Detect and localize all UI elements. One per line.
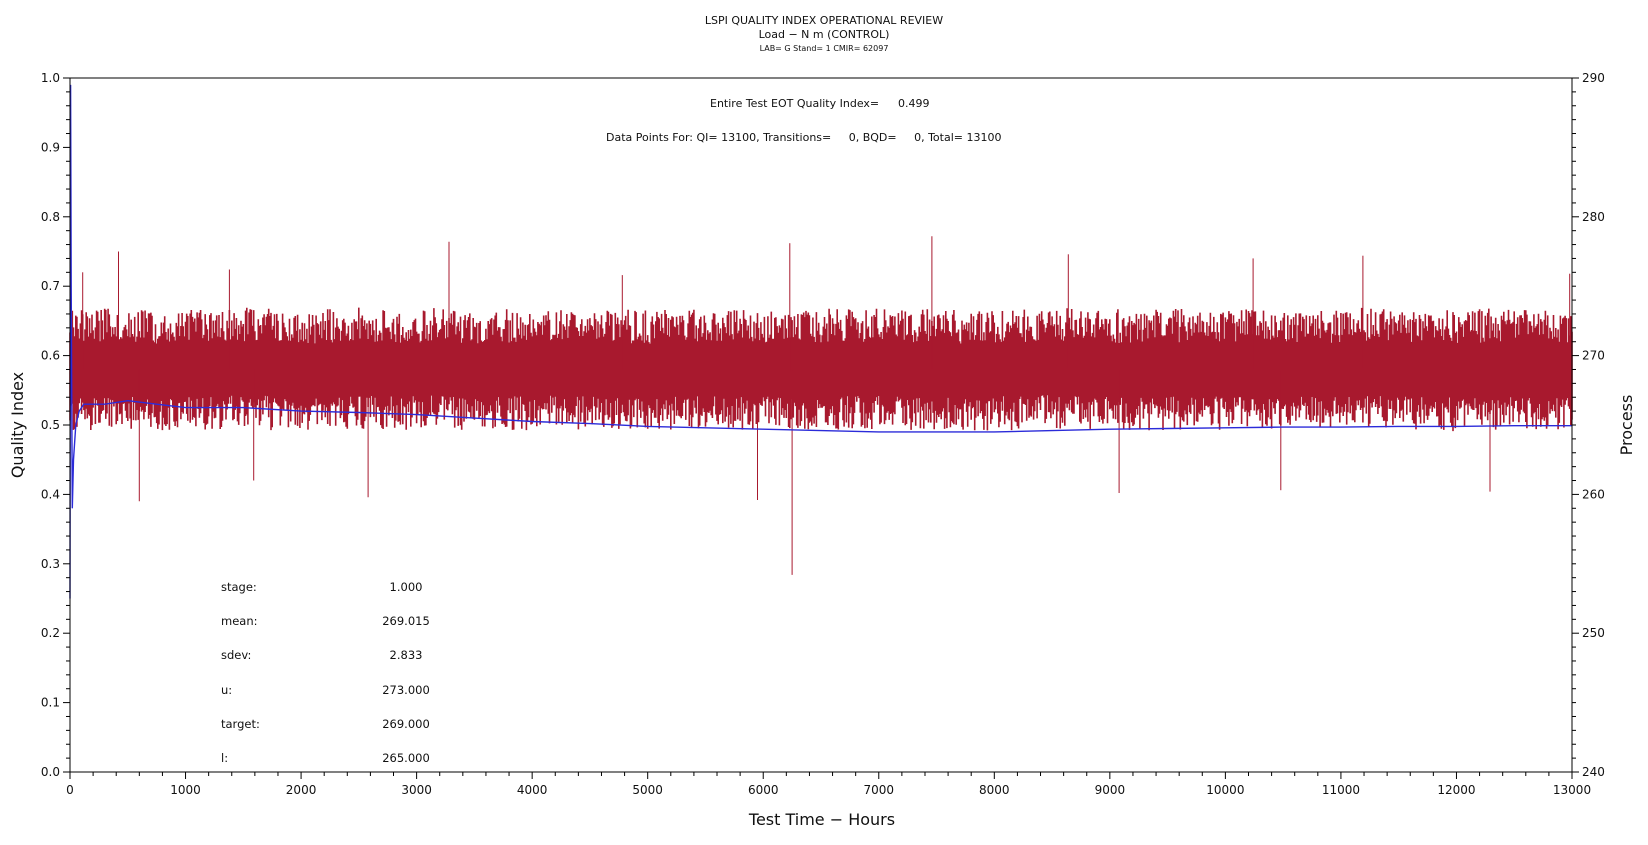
axes: 0 1000 2000 3000 4000 5000 6000 7000 8000 9000 100… [41, 71, 1605, 797]
y-right-tick-label: 280 [1582, 210, 1605, 224]
data-points-note: Data Points For: QI= 13100, Transitions=… [606, 131, 1001, 144]
chart-subsubtitle: LAB= G Stand= 1 CMIR= 62097 [760, 44, 889, 53]
x-tick-label: 10000 [1206, 783, 1244, 797]
y-left-tick-label: 0.5 [41, 418, 60, 432]
plot-area [69, 84, 1573, 599]
y-right-axis-label: Process [1617, 395, 1636, 456]
y-left-tick-label: 0.9 [41, 140, 60, 154]
x-tick-label: 2000 [286, 783, 317, 797]
y-left-axis-label: Quality Index [8, 372, 27, 478]
x-tick-label: 8000 [979, 783, 1010, 797]
stat-label-target: target: [221, 717, 260, 731]
x-tick-label: 4000 [517, 783, 548, 797]
stat-value-mean: 269.015 [382, 614, 430, 628]
stat-label-mean: mean: [221, 614, 258, 628]
annotation-block: Entire Test EOT Quality Index= 0.499 Dat… [606, 97, 1001, 144]
y-left-tick-label: 0.4 [41, 487, 60, 501]
stats-block: stage: 1.000 mean: 269.015 sdev: 2.833 u… [221, 580, 430, 765]
y-right-tick-label: 250 [1582, 626, 1605, 640]
chart-subtitle: Load − N m (CONTROL) [759, 28, 890, 41]
stat-value-u: 273.000 [382, 683, 430, 697]
y-left-tick-label: 1.0 [41, 71, 60, 85]
x-axis-label: Test Time − Hours [748, 810, 895, 829]
plot-frame [69, 77, 1573, 773]
y-left-tick-label: 0.3 [41, 557, 60, 571]
y-left-tick-label: 0.0 [41, 765, 60, 779]
title-block: LSPI QUALITY INDEX OPERATIONAL REVIEW Lo… [705, 14, 943, 53]
process-line [69, 307, 1573, 432]
x-tick-label: 11000 [1322, 783, 1360, 797]
process-series [69, 236, 1573, 575]
stat-value-stage: 1.000 [390, 580, 423, 594]
x-tick-label: 0 [66, 783, 74, 797]
x-tick-label: 5000 [632, 783, 663, 797]
y-right-tick-label: 270 [1582, 349, 1605, 363]
x-tick-label: 9000 [1095, 783, 1126, 797]
x-tick-label: 13000 [1553, 783, 1591, 797]
y-right-tick-label: 290 [1582, 71, 1605, 85]
stat-label-l: l: [221, 751, 228, 765]
stat-value-target: 269.000 [382, 717, 430, 731]
stat-value-l: 265.000 [382, 751, 430, 765]
x-tick-label: 1000 [170, 783, 201, 797]
stat-label-stage: stage: [221, 580, 257, 594]
y-left-tick-label: 0.1 [41, 696, 60, 710]
y-left-tick-label: 0.8 [41, 210, 60, 224]
x-tick-label: 3000 [401, 783, 432, 797]
x-tick-label: 6000 [748, 783, 779, 797]
y-right-tick-label: 240 [1582, 765, 1605, 779]
chart-title: LSPI QUALITY INDEX OPERATIONAL REVIEW [705, 14, 943, 27]
y-left-tick-label: 0.6 [41, 349, 60, 363]
y-left-tick-label: 0.2 [41, 626, 60, 640]
x-tick-label: 12000 [1437, 783, 1475, 797]
y-left-tick-label: 0.7 [41, 279, 60, 293]
stat-value-sdev: 2.833 [390, 648, 423, 662]
eot-value: 0.499 [898, 97, 930, 110]
eot-label: Entire Test EOT Quality Index= [710, 97, 879, 110]
stat-label-sdev: sdev: [221, 648, 251, 662]
quality-index-line [69, 84, 1572, 599]
stat-label-u: u: [221, 683, 232, 697]
x-tick-label: 7000 [863, 783, 894, 797]
y-right-tick-label: 260 [1582, 487, 1605, 501]
